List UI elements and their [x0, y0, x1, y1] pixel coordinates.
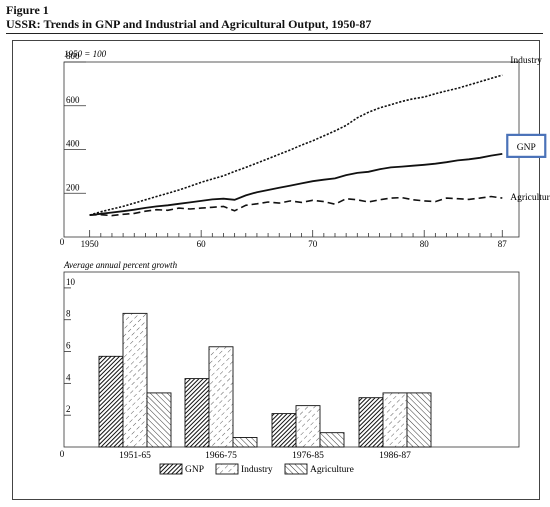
line-label-agriculture: Agriculture	[510, 193, 550, 203]
legend-label-industry: Industry	[241, 465, 273, 475]
bar-agriculture-1986-87	[406, 392, 432, 448]
legend-label-gnp: GNP	[185, 465, 204, 475]
line-chart-y-axis: 200 400 600 800	[64, 51, 86, 194]
bar-agriculture-1976-85	[319, 432, 345, 448]
figure-label: Figure 1	[6, 3, 49, 17]
line-series-gnp	[89, 153, 503, 216]
bar-gnp-1951-65	[98, 355, 124, 448]
line-chart-origin-label: 0	[60, 237, 65, 247]
title-rule	[6, 33, 543, 34]
bar-industry-1986-87	[382, 392, 408, 448]
figure-panel	[12, 40, 540, 500]
bar-agriculture-1966-75	[232, 437, 258, 448]
bar-chart-y-tick-label: 10	[66, 277, 76, 287]
line-chart-x-tick-label: 60	[197, 239, 207, 249]
line-chart-y-tick-label: 600	[66, 95, 80, 105]
bar-industry-1966-75	[208, 346, 234, 448]
bar-chart-origin-label: 0	[60, 449, 65, 459]
bar-chart-y-tick-label: 2	[66, 404, 71, 414]
bar-category-label: 1951-65	[119, 451, 151, 461]
bar-gnp-1976-85	[271, 413, 297, 448]
line-chart-series: Industry GNP Agriculture	[89, 56, 550, 217]
line-label-gnp: GNP	[517, 143, 536, 153]
bar-category-label: 1986-87	[379, 451, 411, 461]
legend-swatch-industry	[215, 463, 239, 475]
bar-chart-ylabel: Average annual percent growth	[63, 260, 178, 270]
line-chart-y-tick-label: 800	[66, 51, 80, 61]
bar-industry-1976-85	[295, 405, 321, 448]
bar-agriculture-1951-65	[146, 392, 172, 448]
bar-chart-y-tick-label: 8	[66, 309, 71, 319]
line-chart-x-axis: 1950 60 70 80 87	[81, 230, 508, 249]
bar-chart-y-tick-label: 6	[66, 341, 71, 351]
bar-chart-bars	[98, 312, 432, 448]
bar-industry-1951-65	[122, 312, 148, 448]
bar-category-label: 1966-75	[205, 451, 237, 461]
bar-gnp-1966-75	[184, 378, 210, 448]
line-chart-y-tick-label: 400	[66, 139, 80, 149]
line-chart-y-tick-label: 200	[66, 182, 80, 192]
line-series-agriculture	[89, 195, 503, 217]
bar-chart-legend: GNP Industry Agriculture	[159, 463, 354, 475]
line-label-industry: Industry	[510, 56, 542, 66]
legend-swatch-gnp	[159, 463, 183, 475]
bar-chart-y-tick-label: 4	[66, 372, 71, 382]
line-chart-x-tick-label: 1950	[81, 239, 100, 249]
line-series-industry	[89, 74, 503, 216]
line-chart-subtitle: 1950 = 100	[64, 49, 107, 59]
line-chart-x-tick-label: 70	[308, 239, 318, 249]
bar-chart-categories: 1951-65 1966-75 1976-85 1986-87	[119, 451, 411, 461]
line-chart-x-tick-label: 80	[420, 239, 430, 249]
bar-category-label: 1976-85	[292, 451, 324, 461]
line-chart-x-tick-label: 87	[498, 239, 508, 249]
line-label-gnp-box	[506, 133, 547, 158]
bar-chart-y-axis: 2 4 6 8 10	[64, 277, 76, 416]
legend-label-agriculture: Agriculture	[310, 465, 354, 475]
legend-swatch-agriculture	[284, 463, 308, 475]
bar-gnp-1986-87	[358, 397, 384, 448]
figure-title: USSR: Trends in GNP and Industrial and A…	[6, 17, 372, 31]
